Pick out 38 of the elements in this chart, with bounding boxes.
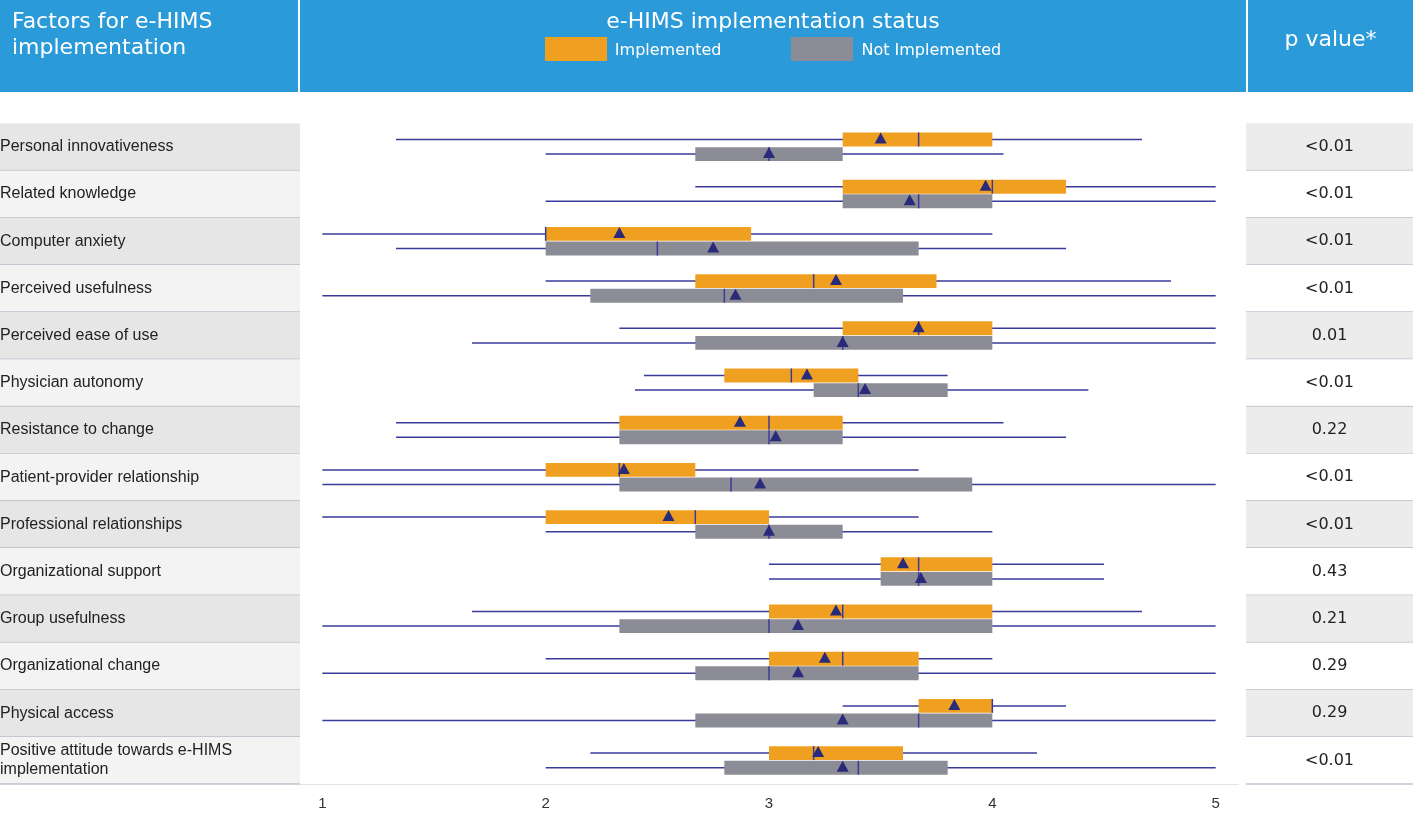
y-tick-label: Patient-provider relationship bbox=[0, 467, 200, 485]
x-tick-label: 1 bbox=[318, 794, 327, 812]
y2-axis-title: p value* bbox=[1283, 25, 1378, 53]
legend-label: Implemented bbox=[614, 39, 722, 59]
text: 0.01 bbox=[1311, 324, 1348, 344]
legend-label: Not Implemented bbox=[861, 39, 1002, 59]
text: 0.22 bbox=[1311, 419, 1348, 439]
y-axis-title: Factors for e-HIMS implementation bbox=[0, 0, 300, 92]
y-tick-label: Related knowledge bbox=[0, 184, 137, 202]
y-tick-label: Resistance to change bbox=[0, 420, 154, 438]
y-tick-label: Group usefulness bbox=[0, 609, 126, 627]
y-tick-label: Organizational support bbox=[0, 562, 162, 580]
x-tick-label: 4 bbox=[988, 794, 997, 812]
x-tick-label: 2 bbox=[541, 794, 550, 812]
y-tick-label: Physician autonomy bbox=[0, 373, 144, 391]
y-tick-label: Organizational change bbox=[0, 656, 161, 674]
text: <0.01 bbox=[1304, 749, 1355, 769]
text: <0.01 bbox=[1304, 371, 1355, 391]
text: 0.29 bbox=[1311, 702, 1348, 722]
y-tick-label: Professional relationships bbox=[0, 514, 183, 532]
y-tick-label: Personal innovativeness bbox=[0, 137, 174, 155]
y-tick-label: Computer anxiety bbox=[0, 231, 126, 249]
text: <0.01 bbox=[1304, 277, 1355, 297]
x-tick-label: 3 bbox=[764, 794, 774, 812]
text: <0.01 bbox=[1304, 466, 1355, 486]
legend-title: e-HIMS implementation status bbox=[605, 8, 941, 33]
text: <0.01 bbox=[1304, 230, 1355, 250]
x-tick-label: 5 bbox=[1211, 794, 1220, 812]
text: <0.01 bbox=[1304, 183, 1355, 203]
text: <0.01 bbox=[1304, 135, 1355, 155]
text: <0.01 bbox=[1304, 513, 1355, 533]
y-tick-label: Positive attitude towards e-HIMS implementation bbox=[0, 741, 233, 778]
text: 0.29 bbox=[1311, 655, 1348, 675]
text: 0.21 bbox=[1311, 607, 1348, 627]
y-tick-label: Perceived usefulness bbox=[0, 278, 153, 296]
y-tick-label: Perceived ease of use bbox=[0, 326, 159, 344]
text: 0.43 bbox=[1311, 560, 1348, 580]
y-tick-label: Physical access bbox=[0, 703, 114, 721]
